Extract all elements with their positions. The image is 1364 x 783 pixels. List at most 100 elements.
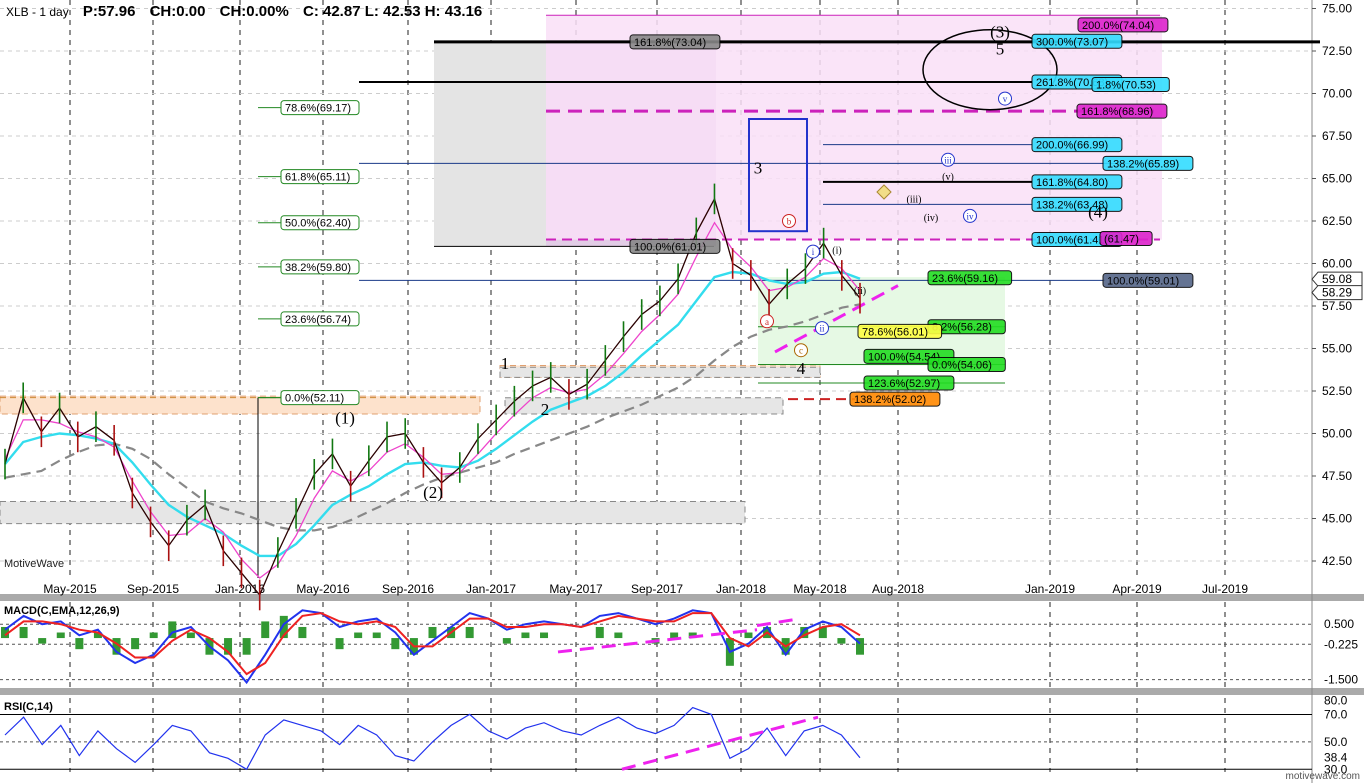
y-tick-label: 52.50 [1322,384,1352,398]
fib-tag-box [927,270,1013,286]
macd-histogram-bar [856,638,864,655]
macd-tick-label: -0.225 [1324,637,1358,651]
fib-tag-label: (61.47) [1104,234,1139,246]
fib-tag-label: 261.8%(70.68) [1036,77,1108,89]
wave-circle-label: b [787,217,792,227]
macd-histogram-bar [56,632,65,639]
wave-circle-label: ii [819,324,825,334]
last-price-tag [1311,285,1363,301]
fib-tag-label: 78.6%(56.01) [862,326,928,338]
fib-tag-label: 161.8%(73.04) [634,37,706,49]
wave-label: (4) [1088,203,1108,222]
macd-histogram-bar [502,638,511,644]
y-tick-label: 42.50 [1322,554,1352,568]
support-zone [0,395,481,415]
watermark: MotiveWave [4,558,65,570]
fast-average-series [4,221,861,579]
fib-tag-label: 100.0%(61.01) [634,241,706,253]
macd-trend-line [557,628,758,654]
fib-tag-label: 8.2%(56.28) [932,322,992,334]
y-tick-label: 55.00 [1322,342,1352,356]
x-tick-label: Jan-2017 [466,582,516,596]
wave-label: 4 [797,359,806,378]
macd-histogram-bar [298,626,307,639]
macd-histogram-bar [242,638,251,655]
macd-tick-label: -1.500 [1324,673,1358,687]
change-label: CH:0.00 [149,3,206,20]
fib-label-box [280,390,360,406]
y-tick-label: 70.00 [1322,87,1352,101]
fib-tag-box [1031,174,1123,190]
wave-label: 2 [541,400,550,419]
wave-label: 1 [501,354,510,373]
fib-label-box [280,311,360,327]
y-tick-label: 75.00 [1322,2,1352,16]
wave-circle [941,152,955,167]
macd-histogram-bar [261,621,270,639]
diamond-marker [876,184,892,200]
macd-histogram-bar [540,632,549,639]
wave-circle [794,343,808,358]
wave-circle [760,314,774,329]
chart-header: XLB - 1 day P:57.96 CH:0.00 CH:0.00% C: … [6,3,492,20]
macd-histogram-bar [800,626,809,639]
rsi-tick-label: 50.0 [1324,735,1348,749]
fib-tag-box [629,238,721,254]
macd-histogram-bar [131,638,140,650]
panel-divider-rsi [0,688,1364,695]
macd-histogram-bar [168,621,177,639]
wave-label: (iv) [924,213,938,224]
footer-mark: motivewave.com [1285,771,1360,782]
rsi-trend-line [621,715,819,771]
rsi-title: RSI(C,14) [4,701,53,713]
wave-circle-label: v [1003,94,1008,104]
fib-left-label: 78.6%(69.17) [285,103,351,115]
fib-tag-label: 161.8%(64.80) [1036,177,1108,189]
macd-histogram-bar [75,638,84,650]
last-price-label: 58.29 [1322,286,1352,300]
y-tick-label: 60.00 [1322,257,1352,271]
fib-tag-label: 200.0%(66.99) [1036,140,1108,152]
macd-histogram-bar [818,626,827,639]
y-tick-label: 72.50 [1322,44,1352,58]
fib-tag-box [1076,103,1168,119]
wave-label: (1) [335,408,355,427]
long-average-series [4,303,861,532]
x-tick-label: May-2017 [549,582,603,596]
symbol-label: XLB - 1 day [6,5,69,19]
macd-histogram-bar [595,626,604,639]
fib-tag-box [1031,137,1123,153]
fib-tag-label: 1.8%(70.53) [1096,79,1156,91]
wave-circle-label: i [812,247,815,257]
ohlc-label: C: 42.87 L: 42.53 H: 43.16 [303,3,483,20]
fib-label-box [280,259,360,275]
macd-histogram-bar [112,638,121,655]
fib-left-label: 38.2%(59.80) [285,262,351,274]
fib-tag-box [1031,196,1123,212]
macd-signal-line [4,612,861,676]
x-tick-label: Jan-2016 [215,582,265,596]
last-price-label: 59.08 [1322,272,1352,286]
x-tick-label: Jan-2019 [1025,582,1075,596]
fib-tag-box [849,391,941,407]
fib-label-box [280,100,360,116]
wave-label: (v) [942,172,954,183]
macd-histogram-bar [335,638,344,650]
fib-tag-box [1099,231,1153,247]
y-tick-label: 50.00 [1322,427,1352,441]
macd-histogram-bar [38,638,47,644]
rsi-line [4,706,861,771]
wave-circle [963,208,977,223]
fib-tag-label: 23.6%(59.16) [932,273,998,285]
fib-left-label: 50.0%(62.40) [285,218,351,230]
x-tick-label: Sep-2015 [127,582,179,596]
macd-histogram-bar [224,638,233,655]
last-price-tag [1311,271,1363,287]
fib-tag-label: 0.0%(54.06) [932,359,992,371]
fib-tag-label: 123.6%(52.97) [868,378,940,390]
fib-tag-label: 100.0%(54.54) [868,351,940,363]
x-tick-label: Sep-2016 [382,582,434,596]
y-tick-label: 45.00 [1322,512,1352,526]
wave-circle-label: a [765,317,769,327]
